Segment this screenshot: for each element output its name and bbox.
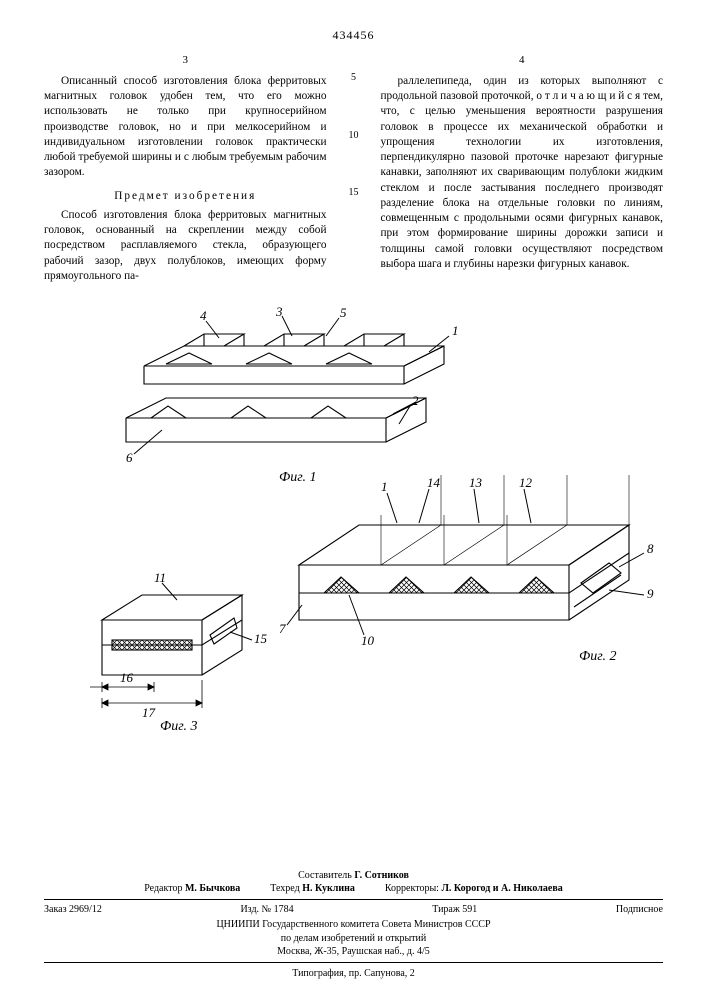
figures-svg: 4 3 5 1 2 6 Фиг. 1 — [44, 300, 663, 730]
line-number-gutter: 5 10 15 — [347, 53, 361, 286]
figure-area: 4 3 5 1 2 6 Фиг. 1 — [44, 300, 663, 735]
callout-2: 2 — [412, 393, 419, 408]
techred-name: Н. Куклина — [302, 883, 355, 894]
footer: Составитель Г. Сотников Редактор М. Бычк… — [44, 869, 663, 981]
left-para-1: Описанный способ изготовления блока ферр… — [44, 74, 327, 181]
credits: Составитель Г. Сотников Редактор М. Бычк… — [44, 869, 663, 896]
correctors-label: Корректоры: — [385, 883, 439, 894]
tirazh: Тираж 591 — [432, 903, 477, 917]
right-column: 4 раллелепипеда, один из которых выполня… — [381, 53, 664, 286]
techred-label: Техред — [270, 883, 299, 894]
footer-rule-1 — [44, 899, 663, 900]
callout-10: 10 — [361, 633, 375, 648]
callout-16: 16 — [120, 670, 134, 685]
line-num: 15 — [347, 186, 361, 200]
fig1-label: Фиг. 1 — [279, 470, 317, 485]
typography-line: Типография, пр. Сапунова, 2 — [44, 967, 663, 981]
callout-12: 12 — [519, 475, 533, 490]
callout-3: 3 — [275, 304, 283, 319]
compiler-name: Г. Сотников — [354, 870, 409, 881]
callout-14: 14 — [427, 475, 441, 490]
callout-6: 6 — [126, 450, 133, 465]
fig2-label: Фиг. 2 — [579, 649, 617, 664]
page: 434456 3 Описанный способ изготовления б… — [0, 0, 707, 1000]
publication-row: Заказ 2969/12 Изд. № 1784 Тираж 591 Подп… — [44, 903, 663, 917]
subject-title: Предмет изобретения — [44, 189, 327, 204]
footer-rule-2 — [44, 962, 663, 963]
callout-8: 8 — [647, 541, 654, 556]
callout-7: 7 — [279, 621, 286, 636]
org-line-1: ЦНИИПИ Государственного комитета Совета … — [44, 918, 663, 932]
left-column: 3 Описанный способ изготовления блока фе… — [44, 53, 327, 286]
editor-name: М. Бычкова — [185, 883, 240, 894]
izd-num: Изд. № 1784 — [240, 903, 293, 917]
line-num: 5 — [347, 71, 361, 85]
callout-13: 13 — [469, 475, 483, 490]
org-line-2: по делам изобретений и открытий — [44, 932, 663, 946]
order-num: Заказ 2969/12 — [44, 903, 102, 917]
fig-2: 1 14 13 12 8 9 7 10 Фиг. 2 — [279, 475, 654, 664]
callout-1: 1 — [452, 323, 459, 338]
right-para-1: раллелепипеда, один из которых выполняют… — [381, 74, 664, 272]
right-col-num: 4 — [381, 53, 664, 68]
document-number: 434456 — [44, 28, 663, 43]
org-address: Москва, Ж-35, Раушская наб., д. 4/5 — [44, 945, 663, 959]
left-para-2: Способ изготовления блока ферритовых маг… — [44, 208, 327, 284]
callout-5: 5 — [340, 305, 347, 320]
left-col-num: 3 — [44, 53, 327, 68]
line-num: 10 — [347, 129, 361, 143]
podpisnoe: Подписное — [616, 903, 663, 917]
compiler-label: Составитель — [298, 870, 352, 881]
callout-15: 15 — [254, 631, 268, 646]
fig3-label: Фиг. 3 — [160, 719, 198, 730]
callout-1b: 1 — [381, 479, 388, 494]
callout-9: 9 — [647, 586, 654, 601]
two-column-text: 3 Описанный способ изготовления блока фе… — [44, 53, 663, 286]
callout-4: 4 — [200, 308, 207, 323]
fig-1: 4 3 5 1 2 6 Фиг. 1 — [126, 304, 459, 485]
callout-17: 17 — [142, 705, 156, 720]
organization: ЦНИИПИ Государственного комитета Совета … — [44, 918, 663, 959]
correctors-names: Л. Корогод и А. Николаева — [441, 883, 562, 894]
editor-label: Редактор — [144, 883, 182, 894]
callout-11: 11 — [154, 570, 166, 585]
fig-3: 11 15 16 17 Фиг. 3 — [90, 570, 268, 730]
